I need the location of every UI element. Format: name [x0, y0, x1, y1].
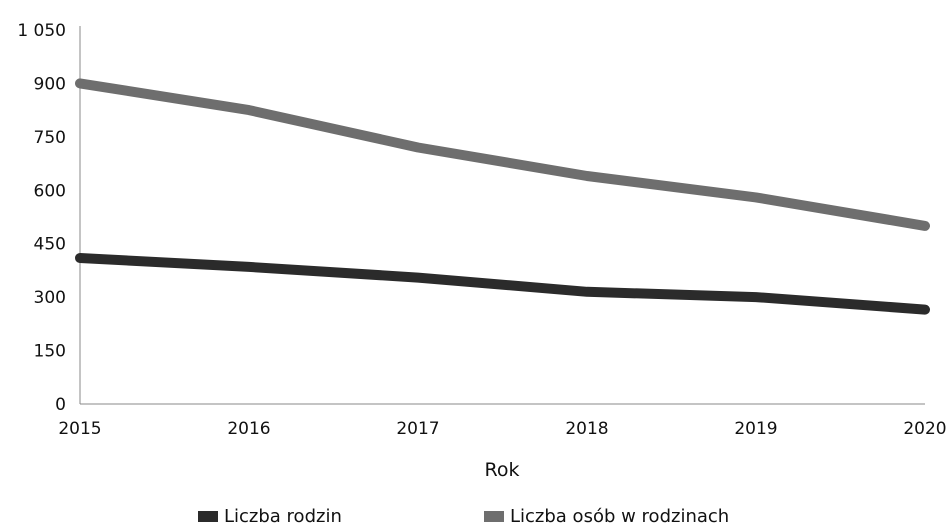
y-tick-label: 600 [34, 181, 66, 201]
x-axis-title: Rok [485, 459, 520, 481]
y-tick-label: 450 [34, 235, 66, 255]
x-tick-label: 2019 [734, 419, 777, 439]
x-tick-label: 2017 [396, 419, 439, 439]
x-axis-ticks: 2015 2016 2017 2018 2019 2020 [58, 419, 946, 439]
y-tick-label: 1 050 [17, 21, 66, 41]
x-tick-label: 2020 [903, 419, 946, 439]
legend-swatch [484, 511, 504, 522]
x-tick-label: 2015 [58, 419, 101, 439]
y-axis-ticks: 0 150 300 450 600 750 900 1 050 [17, 21, 66, 415]
y-tick-label: 0 [55, 395, 66, 415]
series-line-2 [75, 78, 930, 231]
legend-swatch [198, 511, 218, 522]
y-tick-label: 900 [34, 74, 66, 94]
series-line-1 [75, 253, 930, 315]
y-tick-label: 300 [34, 288, 66, 308]
legend-label: Liczba osób w rodzinach [510, 506, 729, 527]
y-tick-label: 750 [34, 128, 66, 148]
y-tick-label: 150 [34, 342, 66, 362]
chart-legend: Liczba rodzin Liczba osób w rodzinach [198, 506, 729, 527]
x-tick-label: 2016 [227, 419, 270, 439]
chart-axes [79, 26, 925, 405]
legend-label: Liczba rodzin [224, 506, 342, 527]
x-tick-label: 2018 [565, 419, 608, 439]
chart-series [75, 78, 930, 315]
